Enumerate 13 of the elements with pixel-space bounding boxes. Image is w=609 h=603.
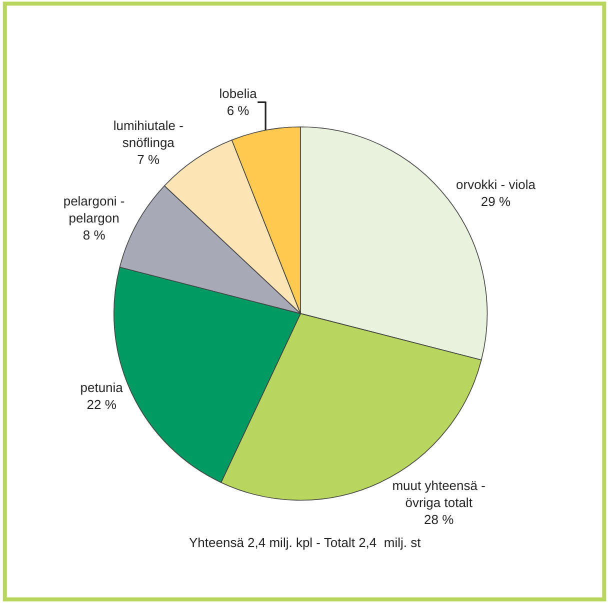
data-label: 29 %: [480, 194, 511, 210]
slice-label: pelargoni - pelargon: [63, 194, 125, 226]
data-label: 6 %: [226, 103, 250, 118]
slice-label: orvokki - viola: [456, 177, 536, 192]
data-label: 7 %: [137, 152, 160, 167]
data-label: 8 %: [82, 227, 106, 242]
slice-label: muut yhteensä - övriga totalt: [392, 478, 486, 510]
data-label: 28 %: [424, 512, 454, 527]
text: Yhteensä 2,4 milj. kpl - Totalt 2,4 milj. st: [189, 535, 422, 550]
slice-label: lobelia: [219, 86, 258, 102]
data-label: 22 %: [86, 396, 117, 412]
slice-label: lumihiutale - snöflinga: [113, 118, 184, 150]
slice-label: petunia: [80, 380, 124, 395]
